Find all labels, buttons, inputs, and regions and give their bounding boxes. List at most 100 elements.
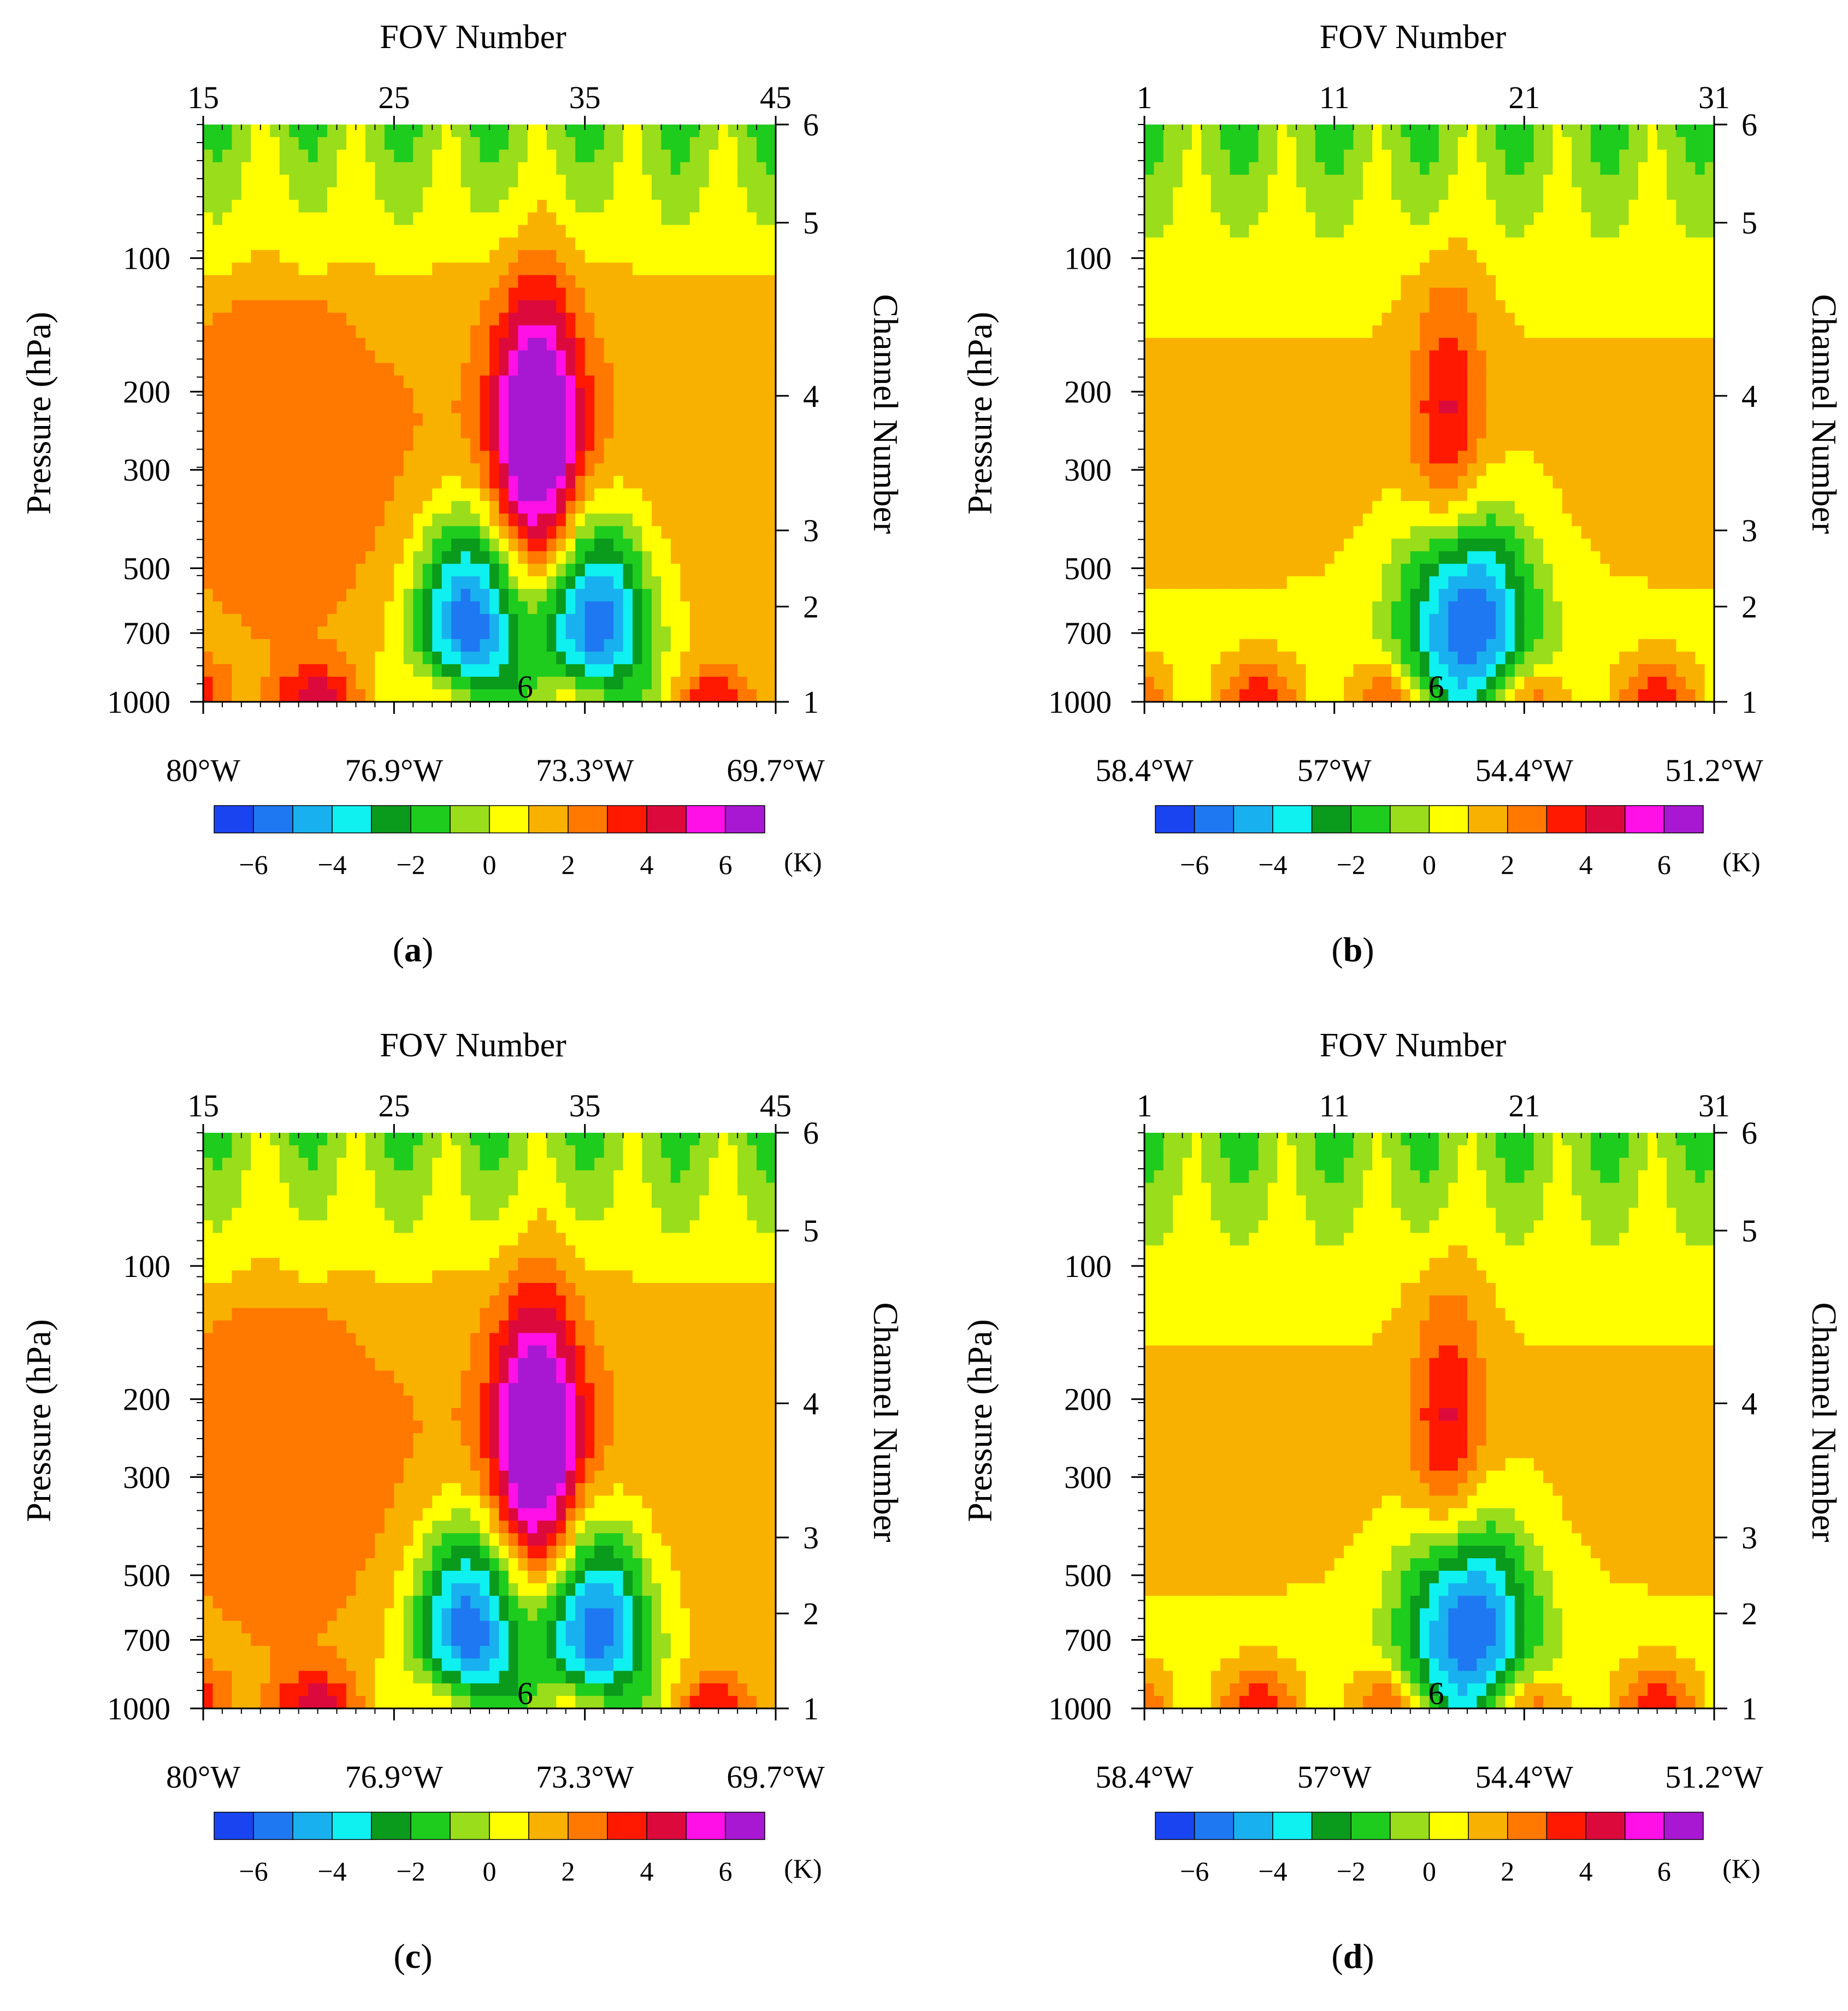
heatmap-cell bbox=[251, 614, 261, 627]
heatmap-cell bbox=[1448, 388, 1459, 401]
heatmap-cell bbox=[1438, 501, 1449, 514]
heatmap-cell bbox=[1543, 639, 1554, 652]
heatmap-cell bbox=[1533, 677, 1544, 690]
heatmap-cell bbox=[1353, 224, 1363, 238]
heatmap-cell bbox=[1420, 300, 1430, 314]
heatmap-cell bbox=[689, 664, 700, 677]
heatmap-cell bbox=[1533, 476, 1544, 489]
heatmap-cell bbox=[709, 162, 719, 175]
heatmap-cell bbox=[623, 287, 633, 301]
heatmap-cell bbox=[689, 576, 700, 589]
heatmap-cell bbox=[403, 664, 414, 677]
heatmap-cell bbox=[537, 614, 547, 627]
heatmap-cell bbox=[403, 614, 414, 627]
heatmap-cell bbox=[680, 237, 690, 251]
heatmap-cell bbox=[613, 425, 624, 439]
heatmap-cell bbox=[1191, 539, 1202, 552]
heatmap-cell bbox=[1249, 614, 1259, 627]
heatmap-cell bbox=[480, 250, 490, 263]
heatmap-cell bbox=[1296, 551, 1307, 564]
heatmap-cell bbox=[757, 564, 767, 577]
heatmap-cell bbox=[451, 287, 462, 301]
heatmap-cell bbox=[1467, 576, 1478, 589]
heatmap-cell bbox=[737, 325, 748, 339]
heatmap-cell bbox=[1429, 601, 1439, 614]
heatmap-cell bbox=[1182, 639, 1192, 652]
heatmap-cell bbox=[279, 664, 290, 677]
heatmap-cell bbox=[651, 689, 662, 702]
heatmap-cell bbox=[518, 463, 528, 476]
heatmap-cell bbox=[1315, 589, 1325, 602]
heatmap-cell bbox=[537, 513, 547, 527]
heatmap-cell bbox=[1211, 212, 1221, 226]
heatmap-cell bbox=[1420, 463, 1430, 476]
heatmap-cell bbox=[1467, 513, 1478, 527]
heatmap-cell bbox=[1353, 451, 1363, 464]
heatmap-cell bbox=[1381, 149, 1392, 163]
heatmap-cell bbox=[699, 275, 710, 288]
heatmap-cell bbox=[212, 325, 223, 339]
heatmap-cell bbox=[1173, 174, 1183, 188]
heatmap-cell bbox=[336, 388, 347, 401]
heatmap-cell bbox=[403, 413, 414, 427]
heatmap-cell bbox=[1391, 589, 1401, 602]
heatmap-cell bbox=[642, 689, 652, 702]
heatmap-cell bbox=[1362, 438, 1373, 452]
heatmap-cell bbox=[403, 350, 414, 364]
heatmap-cell bbox=[1372, 639, 1383, 652]
heatmap-cell bbox=[1477, 601, 1487, 614]
heatmap-cell bbox=[642, 664, 652, 677]
heatmap-cell bbox=[1467, 501, 1478, 514]
heatmap-cell bbox=[289, 463, 299, 476]
heatmap-cell bbox=[1410, 513, 1420, 527]
heatmap-cell bbox=[527, 275, 538, 288]
heatmap-cell bbox=[336, 149, 347, 163]
heatmap-cell bbox=[633, 589, 643, 602]
heatmap-cell bbox=[1410, 350, 1420, 364]
heatmap-cell bbox=[384, 149, 394, 163]
heatmap-cell bbox=[1496, 664, 1506, 677]
heatmap-cell bbox=[1496, 614, 1506, 627]
heatmap-cell bbox=[1562, 300, 1572, 314]
heatmap-cell bbox=[212, 174, 223, 188]
heatmap-cell bbox=[518, 199, 528, 213]
heatmap-cell bbox=[460, 476, 471, 489]
heatmap-cell bbox=[1438, 262, 1449, 276]
heatmap-cell bbox=[1286, 626, 1297, 640]
heatmap-cell bbox=[737, 589, 748, 602]
heatmap-cell bbox=[1401, 413, 1411, 427]
heatmap-cell bbox=[633, 652, 643, 665]
heatmap-cell bbox=[1220, 689, 1231, 702]
heatmap-cell bbox=[757, 262, 767, 276]
heatmap-cell bbox=[1353, 539, 1363, 552]
heatmap-cell bbox=[613, 589, 624, 602]
heatmap-cell bbox=[651, 664, 662, 677]
heatmap-cell bbox=[232, 250, 242, 263]
heatmap-cell bbox=[1372, 626, 1383, 640]
heatmap-cell bbox=[1211, 626, 1221, 640]
heatmap-cell bbox=[1315, 614, 1325, 627]
heatmap-cell bbox=[298, 652, 309, 665]
heatmap-cell bbox=[537, 137, 547, 150]
heatmap-cell bbox=[336, 287, 347, 301]
heatmap-cell bbox=[594, 589, 605, 602]
heatmap-cell bbox=[1182, 689, 1192, 702]
heatmap-cell bbox=[1258, 262, 1268, 276]
heatmap-cell bbox=[633, 614, 643, 627]
heatmap-cell bbox=[699, 689, 710, 702]
heatmap-cell bbox=[1163, 287, 1173, 301]
heatmap-cell bbox=[623, 262, 633, 276]
heatmap-cell bbox=[1372, 312, 1383, 326]
heatmap-cell bbox=[757, 224, 767, 238]
heatmap-cell bbox=[270, 149, 280, 163]
heatmap-cell bbox=[613, 237, 624, 251]
heatmap-cell bbox=[1163, 375, 1173, 389]
heatmap-cell bbox=[279, 438, 290, 452]
heatmap-cell bbox=[222, 137, 232, 150]
heatmap-cell bbox=[336, 438, 347, 452]
heatmap-cell bbox=[1154, 312, 1164, 326]
heatmap-cell bbox=[594, 463, 605, 476]
heatmap-cell bbox=[1163, 262, 1173, 276]
heatmap-cell bbox=[480, 463, 490, 476]
heatmap-cell bbox=[451, 639, 462, 652]
